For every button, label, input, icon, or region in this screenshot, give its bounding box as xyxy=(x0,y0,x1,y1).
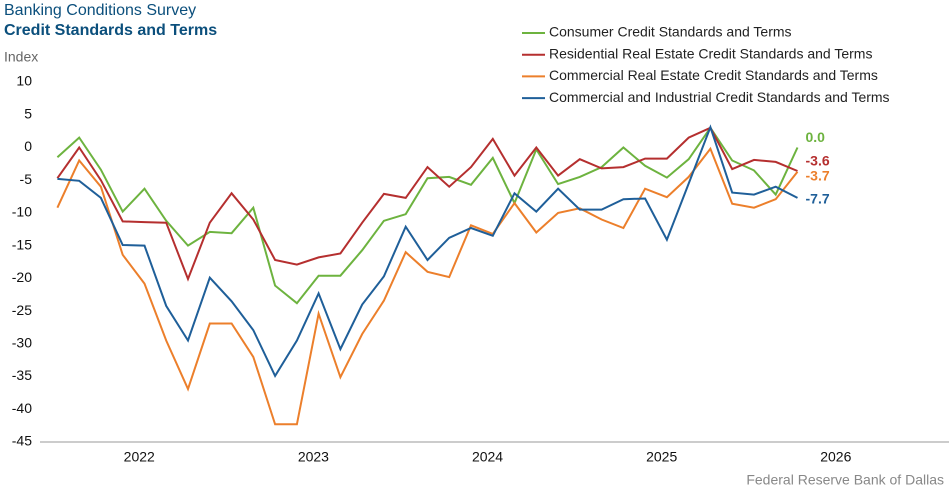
end-label: 0.0 xyxy=(806,129,826,145)
y-tick-label: -30 xyxy=(12,335,32,351)
end-label: -3.6 xyxy=(806,153,830,169)
x-tick-label: 2022 xyxy=(124,449,155,465)
y-tick-label: -35 xyxy=(12,367,32,383)
x-tick-label: 2025 xyxy=(646,449,677,465)
y-tick-label: -20 xyxy=(12,269,32,285)
y-axis-label: Index xyxy=(4,49,38,65)
x-tick-label: 2024 xyxy=(472,449,503,465)
source: Federal Reserve Bank of Dallas xyxy=(746,472,944,488)
y-tick-label: -15 xyxy=(12,236,32,252)
y-tick-label: -5 xyxy=(20,171,33,187)
legend-label: Residential Real Estate Credit Standards… xyxy=(549,45,872,61)
legend-label: Consumer Credit Standards and Terms xyxy=(549,24,792,40)
chart-title: Banking Conditions Survey xyxy=(4,2,196,19)
end-label: -3.7 xyxy=(806,167,830,183)
y-tick-label: 0 xyxy=(24,138,32,154)
y-tick-label: -45 xyxy=(12,433,32,449)
legend-label: Commercial Real Estate Credit Standards … xyxy=(549,67,878,83)
end-label: -7.7 xyxy=(806,191,830,207)
series-line xyxy=(56,126,798,282)
series-line xyxy=(56,146,799,426)
y-tick-label: -25 xyxy=(12,302,32,318)
y-tick-label: 5 xyxy=(24,105,32,121)
series-line xyxy=(56,126,799,305)
y-tick-label: 10 xyxy=(16,73,32,89)
legend-label: Commercial and Industrial Credit Standar… xyxy=(549,89,890,105)
x-tick-label: 2023 xyxy=(298,449,329,465)
y-tick-label: -10 xyxy=(12,204,32,220)
y-tick-label: -40 xyxy=(12,400,32,416)
chart-subtitle: Credit Standards and Terms xyxy=(4,22,217,39)
series-line xyxy=(57,124,798,378)
x-tick-label: 2026 xyxy=(820,449,851,465)
